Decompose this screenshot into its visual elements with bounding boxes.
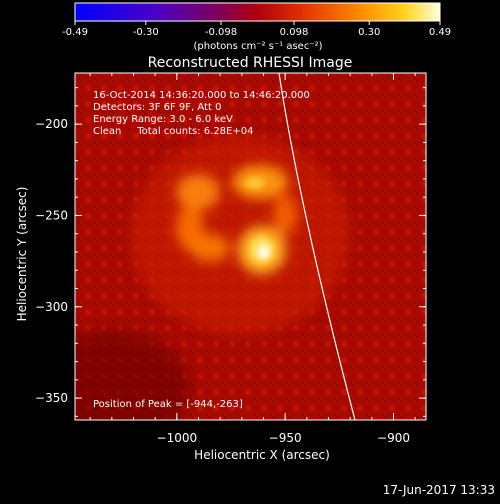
image-area bbox=[75, 73, 426, 420]
info-clean-counts: Clean Total counts: 6.28E+04 bbox=[93, 126, 253, 137]
colorbar-units: (photons cm⁻² s⁻¹ asec⁻²) bbox=[193, 41, 322, 52]
colorbar-tick-label: 0.098 bbox=[280, 27, 309, 38]
colorbar-gradient bbox=[74, 2, 441, 22]
colorbar-tick-label: -0.30 bbox=[133, 27, 159, 38]
colorbar-tick-label: 0.49 bbox=[429, 27, 451, 38]
plot-frame bbox=[74, 72, 427, 421]
x-tick-label: −950 bbox=[269, 431, 302, 445]
plot-date: 17-Jun-2017 13:33 bbox=[383, 483, 495, 497]
x-axis-ticks: −1000 −950 −900 bbox=[89, 73, 416, 445]
y-axis-ticks: −200 −250 −300 −350 bbox=[35, 87, 426, 417]
colorbar: -0.49 -0.30 -0.098 0.098 0.30 0.49 (photons c… bbox=[62, 2, 451, 52]
colorbar-ticks: -0.49 -0.30 -0.098 0.098 0.30 0.49 bbox=[62, 21, 451, 38]
y-axis-label: Heliocentric Y (arcsec) bbox=[15, 187, 29, 322]
y-tick-label: −350 bbox=[35, 391, 68, 405]
info-detectors: Detectors: 3F 6F 9F, Att 0 bbox=[93, 102, 221, 113]
colorbar-tick-label: -0.098 bbox=[205, 27, 237, 38]
x-tick-label: −900 bbox=[377, 431, 410, 445]
info-time-range: 16-Oct-2014 14:36:20.000 to 14:46:20.000 bbox=[93, 90, 310, 101]
colorbar-tick-label: -0.49 bbox=[62, 27, 88, 38]
y-tick-label: −300 bbox=[35, 300, 68, 314]
y-tick-label: −200 bbox=[35, 117, 68, 131]
x-axis-label: Heliocentric X (arcsec) bbox=[194, 448, 330, 462]
y-tick-label: −250 bbox=[35, 208, 68, 222]
solar-limb-line bbox=[278, 73, 356, 420]
plot-title: Reconstructed RHESSI Image bbox=[148, 55, 353, 71]
peak-position: Position of Peak = [-944,-263] bbox=[93, 399, 243, 410]
x-tick-label: −1000 bbox=[157, 431, 198, 445]
info-text: 16-Oct-2014 14:36:20.000 to 14:46:20.000… bbox=[93, 90, 310, 137]
colorbar-tick-label: 0.30 bbox=[358, 27, 380, 38]
info-energy-range: Energy Range: 3.0 - 6.0 keV bbox=[93, 114, 233, 125]
